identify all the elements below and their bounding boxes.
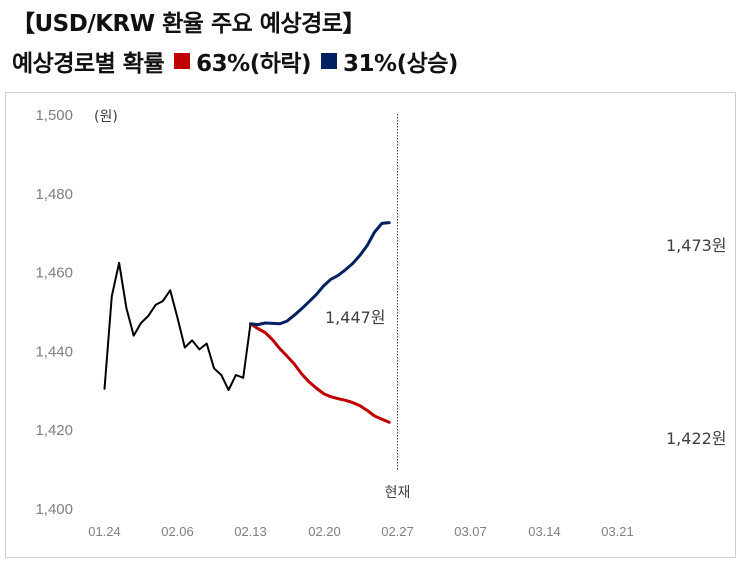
- probability-legend: 예상경로별 확률 63%(하락) 31%(상승): [12, 44, 458, 78]
- series-line-history: [103, 261, 252, 391]
- annotation-up-end: 1,473원: [666, 236, 727, 255]
- legend-swatch-up: [321, 53, 338, 69]
- chart-frame: [5, 92, 736, 558]
- annotation-down-end: 1,422원: [666, 429, 727, 448]
- y-unit-label: (원): [94, 109, 118, 125]
- x-tick-label: 03.21: [601, 524, 634, 539]
- x-tick-label: 03.07: [454, 524, 487, 539]
- legend-label-up: 31%(상승): [343, 51, 458, 77]
- legend-swatch-down: [174, 53, 191, 69]
- x-tick-label: 02.20: [308, 524, 341, 539]
- series-line-up: [249, 221, 391, 327]
- y-tick-label: 1,480: [35, 186, 73, 203]
- series-line-down: [249, 322, 391, 424]
- x-tick-label: 01.24: [88, 524, 121, 539]
- y-tick-label: 1,420: [35, 422, 73, 439]
- y-tick-label: 1,440: [35, 343, 73, 360]
- x-tick-label: 02.06: [161, 524, 194, 539]
- x-tick-label: 02.27: [381, 524, 414, 539]
- y-tick-label: 1,500: [35, 107, 73, 124]
- legend-label-down: 63%(하락): [196, 51, 312, 77]
- y-tick-label: 1,400: [35, 501, 73, 518]
- y-tick-label: 1,460: [35, 265, 73, 282]
- chart-title: 【USD/KRW 환율 주요 예상경로】: [12, 11, 365, 37]
- x-tick-label: 02.13: [234, 524, 267, 539]
- current-label: 현재: [385, 485, 411, 501]
- annotation-current-value: 1,447원: [325, 308, 386, 327]
- x-tick-label: 03.14: [528, 524, 561, 539]
- legend-heading: 예상경로별 확률: [12, 51, 165, 77]
